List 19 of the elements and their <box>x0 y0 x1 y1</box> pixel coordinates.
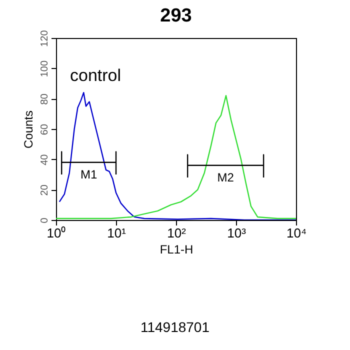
y-tick-label: 100 <box>40 60 50 78</box>
series-label: M2 <box>217 170 234 184</box>
x-axis-title: FL1-H <box>160 242 194 256</box>
x-tick-label: 10¹ <box>107 226 127 240</box>
y-axis-title: Counts <box>22 110 36 149</box>
y-tick-label: 60 <box>40 124 50 136</box>
x-tick-label: 10⁰ <box>46 226 66 240</box>
chart-title: 293 <box>160 6 192 27</box>
x-tick-label: 10² <box>167 226 187 240</box>
y-tick-label: 0 <box>40 217 50 224</box>
x-tick-label: 10⁴ <box>286 226 307 240</box>
y-tick-label: 20 <box>40 184 50 196</box>
y-tick-label: 80 <box>40 93 50 105</box>
y-tick-label: 40 <box>40 154 50 166</box>
annotation: control <box>70 66 122 85</box>
series-label: M1 <box>80 167 98 182</box>
text: 114918701 <box>139 319 211 335</box>
x-tick-label: 10³ <box>227 226 247 240</box>
y-tick-label: 120 <box>40 30 50 47</box>
